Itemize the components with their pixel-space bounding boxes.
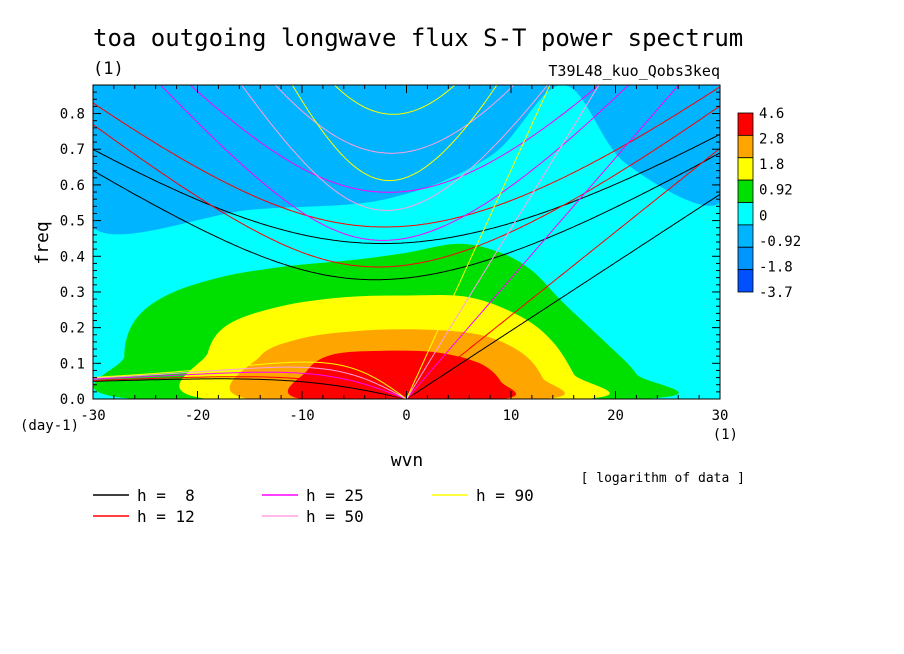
colorbar-label: 0 <box>759 208 767 224</box>
legend-label: h = 25 <box>306 486 364 505</box>
x-units: (1) <box>713 427 738 443</box>
y-tick-label: 0.1 <box>60 356 85 372</box>
x-tick-label: 0 <box>402 408 410 424</box>
colorbar-label: 0.92 <box>759 183 793 199</box>
legend-label: h = 8 <box>137 486 195 505</box>
legend-label: h = 50 <box>306 507 364 526</box>
colorbar-swatch <box>737 134 754 159</box>
colorbar-label: 2.8 <box>759 132 784 148</box>
colorbar-swatch <box>737 157 754 181</box>
contour-region-1 <box>93 85 720 235</box>
x-tick-label: 10 <box>503 408 520 424</box>
curve-ig2-h50 <box>274 85 515 154</box>
curve-erw-h25 <box>93 371 407 399</box>
curve-erw-h90 <box>93 361 407 399</box>
axes: -30 -20 -10 0 10 20 30 0.0 0.1 0.2 0.3 0.4 0.5 0.6 0.7… <box>60 84 729 424</box>
y-units: (day-1) <box>20 418 79 434</box>
x-tick-label: -10 <box>289 408 314 424</box>
colorbar-label: 4.6 <box>759 106 784 122</box>
colorbar-swatch <box>737 269 754 293</box>
x-tick-label: -30 <box>80 408 105 424</box>
legend-label: h = 90 <box>476 486 534 505</box>
curve-ig1-h90 <box>291 85 498 181</box>
curve-ig1-h12 <box>93 105 720 268</box>
experiment-name: T39L48_kuo_Qobs3keq <box>548 62 720 80</box>
curve-ig2-h90 <box>333 85 456 115</box>
colorbar-label: -3.7 <box>759 285 793 301</box>
colorbar: 4.6 2.8 1.8 0.92 0 -0.92 -1.8 -3.7 <box>737 106 801 301</box>
curve-kelvin-h25 <box>406 85 680 399</box>
plot-area <box>92 84 721 400</box>
curve-ig1-h8 <box>93 152 720 281</box>
curve-erw-h50 <box>93 366 407 399</box>
curve-kelvin-h12 <box>406 147 720 399</box>
curve-kelvin-h90 <box>406 85 551 399</box>
y-tick-label: 0.8 <box>60 107 85 123</box>
colorbar-swatch <box>737 179 754 203</box>
y-tick-label: 0.4 <box>60 249 85 265</box>
colorbar-swatch <box>737 112 754 136</box>
curve-kelvin-h8 <box>406 193 720 399</box>
y-tick-label: 0.6 <box>60 178 85 194</box>
data-note: [ logarithm of data ] <box>581 471 745 486</box>
curve-ig1-h25 <box>159 85 630 241</box>
x-axis-label: wvn <box>391 450 424 471</box>
x-tick-label: 30 <box>712 408 729 424</box>
curve-ig2-h12 <box>93 86 720 228</box>
x-tick-label: -20 <box>185 408 210 424</box>
curve-ig2-h8 <box>93 133 720 245</box>
y-tick-label: 0.0 <box>60 392 85 408</box>
legend-label: h = 12 <box>137 507 195 526</box>
curve-erw-h8 <box>93 378 407 399</box>
colorbar-label: 1.8 <box>759 157 784 173</box>
y-tick-label: 0.3 <box>60 285 85 301</box>
curve-kelvin-h50 <box>406 85 600 399</box>
y-tick-label: 0.7 <box>60 142 85 158</box>
y-tick-label: 0.2 <box>60 321 85 337</box>
chart-title: toa outgoing longwave flux S-T power spe… <box>93 24 743 52</box>
x-tick-label: 20 <box>607 408 624 424</box>
curve-ig1-h50 <box>240 85 549 211</box>
title-units: (1) <box>93 59 124 79</box>
legend: h = 8 h = 12 h = 25 h = 50 h = 90 <box>93 486 534 526</box>
curve-erw-h12 <box>93 376 407 399</box>
colorbar-label: -1.8 <box>759 259 793 275</box>
y-tick-label: 0.5 <box>60 214 85 230</box>
y-axis-label: freq <box>32 221 53 264</box>
colorbar-swatch <box>737 224 754 248</box>
colorbar-swatch <box>737 202 754 226</box>
colorbar-swatch <box>737 246 754 271</box>
colorbar-label: -0.92 <box>759 234 801 250</box>
